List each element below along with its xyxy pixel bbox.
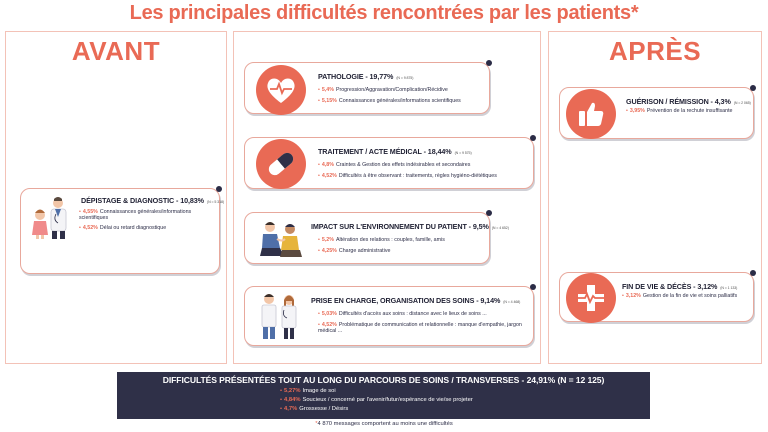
thumbs-up-icon [566, 89, 616, 139]
list-item: • 4,8% Craintes & Gestion des effets indés… [318, 162, 471, 168]
card-title: DÉPISTAGE & DIAGNOSTIC - 10,83% [81, 196, 204, 205]
panel-heading-apres: APRÈS [608, 36, 702, 66]
card-traitement: TRAITEMENT / ACTE MÉDICAL - 18,44% (N = 9… [244, 135, 536, 189]
card-fin-de-vie: FIN DE VIE & DÉCÈS - 3,12% (N = 1 133) • 3… [559, 270, 756, 323]
card-corner-dot [486, 60, 492, 66]
list-item: • 5,27% Image de soi [280, 388, 336, 394]
list-item: • 4,52% Difficultés à être observant : tra… [318, 173, 497, 179]
card-corner-dot [750, 85, 756, 91]
card-count: (N = 9 575) [454, 151, 472, 155]
card-title: FIN DE VIE & DÉCÈS - 3,12% [622, 282, 718, 291]
card-count: (N = 4 468) [503, 300, 521, 304]
list-item: • 4,7% Grossesse / Désirs [280, 406, 349, 412]
list-item: • 4,25% Charge administrative [318, 248, 391, 254]
card-count: (N = 4 652) [491, 226, 509, 230]
panel-pendant: PATHOLOGIE - 19,77% (N = 9 875) • 5,4% Prog… [233, 31, 541, 364]
list-item: • 5,03% Difficultés d'accès aux soins : di… [318, 311, 487, 317]
card-corner-dot [530, 284, 536, 290]
card-title: PRISE EN CHARGE, ORGANISATION DES SOINS … [311, 296, 501, 305]
people-support-icon [255, 217, 305, 261]
card-prise-en-charge: PRISE EN CHARGE, ORGANISATION DES SOINS … [244, 284, 536, 346]
list-item: • 4,55% Connaissances générales/informatio… [79, 209, 192, 222]
card-pathologie: PATHOLOGIE - 19,77% (N = 9 875) • 5,4% Prog… [244, 60, 492, 115]
list-item: • 5,2% Altération des relations : couples,… [318, 237, 445, 243]
card-title: PATHOLOGIE - 19,77% [318, 72, 394, 81]
card-title: GUÉRISON / RÉMISSION - 4,3% [626, 97, 731, 106]
panel-heading-avant: AVANT [71, 36, 161, 66]
footnote-star: * [315, 421, 318, 427]
card-count: (N = 1 133) [720, 286, 738, 290]
card-corner-dot [530, 135, 536, 141]
list-item: • 5,15% Connaissances générales/informatio… [318, 98, 461, 104]
list-item: • 5,4% Progression/Aggravation/Complicatio… [318, 87, 448, 93]
panel-apres: APRÈS GUÉRISON / RÉMISSION - 4,3% (N = 2 … [548, 31, 762, 364]
page-title: Les principales difficultés rencontrées … [129, 2, 639, 24]
transverse-banner: DIFFICULTÉS PRÉSENTÉES TOUT AU LONG DU P… [117, 372, 650, 419]
card-title: IMPACT SUR L'ENVIRONNEMENT DU PATIENT - … [311, 222, 489, 231]
medical-cross-pulse-icon [566, 273, 616, 323]
panel-avant: AVANT DÉPISTAGE & DIAGNOSTIC - 10,83% (N … [5, 31, 227, 364]
footnote-text: 4 870 messages comportent au moins une d… [317, 421, 453, 427]
card-corner-dot [750, 270, 756, 276]
card-title: TRAITEMENT / ACTE MÉDICAL - 18,44% [318, 147, 452, 156]
list-item: • 4,52% Délai ou retard diagnostique [79, 225, 167, 231]
list-item: • 3,12% Gestion de la fin de vie et soins … [622, 293, 738, 299]
card-count: (N = 5 318) [206, 200, 224, 204]
pill-capsule-icon [256, 139, 306, 189]
card-impact-environnement: IMPACT SUR L'ENVIRONNEMENT DU PATIENT - … [244, 210, 509, 264]
transverse-title: DIFFICULTÉS PRÉSENTÉES TOUT AU LONG DU P… [162, 375, 605, 385]
heart-pulse-icon [256, 65, 306, 115]
card-depistage-diagnostic: DÉPISTAGE & DIAGNOSTIC - 10,83% (N = 5 31… [20, 186, 224, 274]
card-corner-dot [486, 210, 492, 216]
card-count: (N = 2 065) [733, 101, 751, 105]
card-count: (N = 9 875) [396, 76, 414, 80]
doctor-child-icon [28, 195, 74, 239]
doctors-team-icon [255, 291, 305, 341]
card-corner-dot [216, 186, 222, 192]
card-guerison-remission: GUÉRISON / RÉMISSION - 4,3% (N = 2 065) •… [559, 85, 756, 139]
list-item: • 4,84% Soucieux / concerné par l'avenir/f… [280, 397, 473, 403]
list-item: • 4,52% Problématique de communication et … [318, 322, 522, 335]
footnote: *4 870 messages comportent au moins une … [0, 421, 768, 427]
list-item: • 3,95% Prévention de la rechute insuffisa… [626, 108, 733, 114]
